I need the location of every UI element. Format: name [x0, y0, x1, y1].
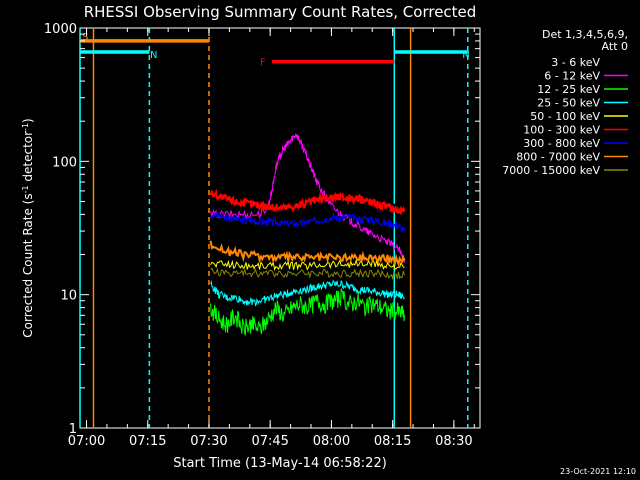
legend-label-1: 6 - 12 keV	[544, 70, 600, 83]
legend-label-2: 12 - 25 keV	[537, 83, 600, 96]
vertical-markers	[79, 28, 469, 428]
legend-header-1: Att 0	[602, 40, 628, 53]
flag-label-2: N	[462, 50, 469, 61]
y-axis-label-part2: detector	[21, 131, 35, 186]
series-line-8	[210, 267, 405, 281]
y-axis-label: Corrected Count Rate (s-1 detector-1)	[21, 118, 36, 337]
legend-label-3: 25 - 50 keV	[537, 97, 600, 110]
footer-timestamp: 23-Oct-2021 12:10	[560, 467, 636, 476]
y-axis-label-part1: Corrected Count Rate (s	[21, 193, 35, 337]
x-tick-label-1: 07:15	[129, 434, 166, 449]
series-line-1	[210, 133, 405, 264]
x-tick-label-6: 08:30	[435, 434, 472, 449]
x-tick-label-5: 08:15	[374, 434, 411, 449]
y-tick-label-3: 1000	[44, 22, 77, 37]
y-axis-ticks: 1 10 100 1000	[44, 22, 480, 437]
series-line-7	[209, 240, 406, 268]
series-line-4	[210, 258, 405, 272]
y-axis-label-sup1: -1	[21, 185, 30, 193]
flag-label-3: F	[260, 58, 266, 69]
legend-header-0: Det 1,3,4,5,6,9,	[542, 28, 628, 41]
y-tick-label-2: 100	[52, 155, 77, 170]
flag-label-0: S	[82, 32, 88, 43]
y-tick-label-1: 10	[60, 289, 77, 304]
y-axis-label-sup2: -1	[21, 123, 30, 131]
flag-label-1: N	[150, 50, 157, 61]
legend-label-7: 800 - 7000 keV	[516, 151, 600, 164]
y-axis-label-part3: )	[21, 118, 35, 123]
series-line-3	[210, 279, 405, 307]
x-tick-label-0: 07:00	[68, 434, 105, 449]
series-line-6	[210, 210, 405, 232]
chart-title: RHESSI Observing Summary Count Rates, Co…	[84, 3, 477, 21]
legend-label-8: 7000 - 15000 keV	[502, 164, 600, 177]
series-line-5	[209, 188, 406, 215]
y-tick-label-0: 1	[69, 422, 77, 437]
legend-label-6: 300 - 800 keV	[523, 137, 600, 150]
series-lines	[209, 133, 406, 336]
legend-label-0: 3 - 6 keV	[551, 56, 600, 69]
x-axis-label: Start Time (13-May-14 06:58:22)	[173, 456, 387, 471]
legend-label-4: 50 - 100 keV	[530, 110, 600, 123]
x-tick-label-3: 07:45	[251, 434, 288, 449]
series-line-2	[210, 288, 405, 336]
flag-bars: S N N F	[80, 32, 470, 69]
legend-label-5: 100 - 300 keV	[523, 124, 600, 137]
x-tick-label-2: 07:30	[190, 434, 227, 449]
x-axis-ticks: 07:00 07:15 07:30 07:45 08:00 08:15 08:30	[68, 28, 475, 449]
x-tick-label-4: 08:00	[313, 434, 350, 449]
